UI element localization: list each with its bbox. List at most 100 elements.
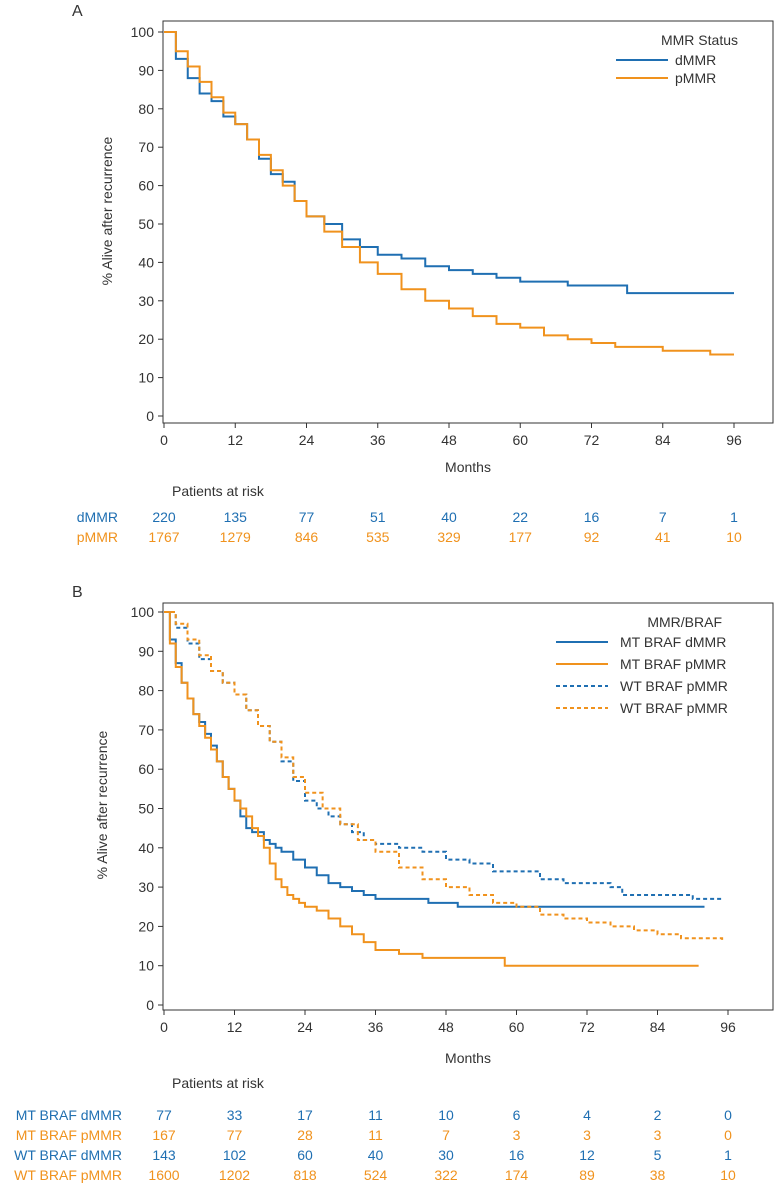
risk-cell: 0 bbox=[724, 1127, 732, 1143]
risk-cell: 7 bbox=[442, 1127, 450, 1143]
y-tick-label: 40 bbox=[138, 254, 154, 270]
risk-cell: 16 bbox=[584, 509, 600, 525]
risk-row-label: WT BRAF dMMR bbox=[14, 1147, 122, 1163]
risk-cell: 0 bbox=[724, 1107, 732, 1123]
x-tick-label: 36 bbox=[370, 432, 386, 448]
risk-cell: 102 bbox=[223, 1147, 247, 1163]
legend-label-mt-braf-dmmr: MT BRAF dMMR bbox=[620, 634, 726, 650]
risk-row-label: pMMR bbox=[77, 529, 118, 545]
y-tick-label: 70 bbox=[138, 139, 154, 155]
y-tick-label: 60 bbox=[138, 178, 154, 194]
y-tick-label: 80 bbox=[138, 683, 154, 699]
x-tick-label: 72 bbox=[579, 1019, 595, 1035]
risk-cell: 60 bbox=[297, 1147, 313, 1163]
risk-cell: 10 bbox=[720, 1167, 736, 1183]
legend-label-pmmr: pMMR bbox=[675, 70, 716, 86]
x-tick-label: 48 bbox=[441, 432, 457, 448]
legend-label-mt-braf-pmmr: MT BRAF pMMR bbox=[620, 656, 726, 672]
panel-b-risk-table: MT BRAF dMMR 77 33 17 11 10 6 4 2 0MT BRAF pMMR 16… bbox=[14, 1107, 736, 1183]
risk-cell: 535 bbox=[366, 529, 390, 545]
legend-label-wt-braf-dmmr: WT BRAF pMMR bbox=[620, 678, 728, 694]
panel-a-frame bbox=[162, 20, 774, 424]
panel-b-curves bbox=[164, 611, 724, 967]
risk-cell: 322 bbox=[434, 1167, 458, 1183]
risk-cell: 846 bbox=[295, 529, 319, 545]
risk-cell: 177 bbox=[509, 529, 533, 545]
risk-cell: 6 bbox=[513, 1107, 521, 1123]
y-tick-label: 20 bbox=[138, 918, 154, 934]
legend-title: MMR Status bbox=[661, 32, 738, 48]
y-tick-label: 30 bbox=[138, 879, 154, 895]
risk-cell: 1279 bbox=[220, 529, 251, 545]
risk-cell: 77 bbox=[156, 1107, 172, 1123]
risk-cell: 40 bbox=[441, 509, 457, 525]
risk-row-label: dMMR bbox=[77, 509, 118, 525]
risk-cell: 77 bbox=[299, 509, 315, 525]
risk-row-label: MT BRAF dMMR bbox=[16, 1107, 122, 1123]
y-tick-label: 100 bbox=[131, 24, 155, 40]
x-tick-label: 48 bbox=[438, 1019, 454, 1035]
x-tick-label: 96 bbox=[726, 432, 742, 448]
y-tick-label: 80 bbox=[138, 101, 154, 117]
panel-a-risk-table: dMMR 220 135 77 51 40 22 16 7 1 pMMR 1767 1279 846 535… bbox=[77, 509, 742, 545]
panel-b-x-axis: 0 12 24 36 48 60 72 84 96 bbox=[160, 1010, 736, 1035]
risk-cell: 3 bbox=[513, 1127, 521, 1143]
x-tick-label: 72 bbox=[584, 432, 600, 448]
x-tick-label: 24 bbox=[297, 1019, 313, 1035]
risk-cell: 51 bbox=[370, 509, 386, 525]
risk-cell: 10 bbox=[438, 1107, 454, 1123]
legend-label-wt-braf-pmmr: WT BRAF pMMR bbox=[620, 700, 728, 716]
risk-cell: 3 bbox=[583, 1127, 591, 1143]
panel-b-x-label: Months bbox=[445, 1050, 491, 1066]
risk-cell: 2 bbox=[654, 1107, 662, 1123]
series-line-mt-braf-pmmr-1 bbox=[164, 611, 699, 967]
x-tick-label: 84 bbox=[650, 1019, 666, 1035]
legend-label-dmmr: dMMR bbox=[675, 52, 716, 68]
panel-b-y-label: % Alive after recurrence bbox=[94, 730, 110, 879]
series-line-dmmr-0 bbox=[164, 31, 734, 295]
legend-title: MMR/BRAF bbox=[647, 614, 722, 630]
risk-cell: 329 bbox=[437, 529, 461, 545]
risk-cell: 89 bbox=[579, 1167, 595, 1183]
risk-cell: 167 bbox=[152, 1127, 176, 1143]
risk-cell: 77 bbox=[227, 1127, 243, 1143]
y-tick-label: 0 bbox=[146, 997, 154, 1013]
risk-cell: 41 bbox=[655, 529, 671, 545]
risk-cell: 220 bbox=[152, 509, 176, 525]
y-tick-label: 20 bbox=[138, 331, 154, 347]
x-tick-label: 12 bbox=[227, 432, 243, 448]
y-tick-label: 10 bbox=[138, 370, 154, 386]
risk-cell: 11 bbox=[368, 1127, 383, 1143]
risk-cell: 1767 bbox=[148, 529, 179, 545]
risk-cell: 28 bbox=[297, 1127, 313, 1143]
panel-a: A 0 10 20 30 40 50 60 70 80 90 100 0 12 24 36 48 60 72 84… bbox=[72, 3, 774, 545]
panel-a-x-label: Months bbox=[445, 459, 491, 475]
y-tick-label: 50 bbox=[138, 216, 154, 232]
risk-cell: 4 bbox=[583, 1107, 591, 1123]
panel-a-y-label: % Alive after recurrence bbox=[99, 136, 115, 285]
panel-b-y-axis: 0 10 20 30 40 50 60 70 80 90 100 bbox=[131, 604, 163, 1013]
series-line-pmmr-1 bbox=[164, 31, 734, 356]
x-tick-label: 60 bbox=[509, 1019, 525, 1035]
risk-cell: 30 bbox=[438, 1147, 454, 1163]
x-tick-label: 24 bbox=[299, 432, 315, 448]
risk-cell: 1 bbox=[724, 1147, 732, 1163]
series-line-wt-braf-pmmr-3 bbox=[164, 611, 724, 943]
x-tick-label: 84 bbox=[655, 432, 671, 448]
y-tick-label: 30 bbox=[138, 293, 154, 309]
risk-cell: 17 bbox=[297, 1107, 313, 1123]
risk-cell: 16 bbox=[509, 1147, 525, 1163]
risk-cell: 524 bbox=[364, 1167, 388, 1183]
risk-cell: 38 bbox=[650, 1167, 666, 1183]
risk-cell: 174 bbox=[505, 1167, 529, 1183]
y-tick-label: 10 bbox=[138, 958, 154, 974]
risk-cell: 1202 bbox=[219, 1167, 250, 1183]
y-tick-label: 90 bbox=[138, 62, 154, 78]
panel-b-label: B bbox=[72, 584, 83, 601]
risk-cell: 818 bbox=[293, 1167, 317, 1183]
risk-row-label: WT BRAF pMMR bbox=[14, 1167, 122, 1183]
risk-cell: 135 bbox=[224, 509, 248, 525]
panel-b-legend: MMR/BRAF MT BRAF dMMR MT BRAF pMMR WT BR… bbox=[556, 614, 728, 716]
